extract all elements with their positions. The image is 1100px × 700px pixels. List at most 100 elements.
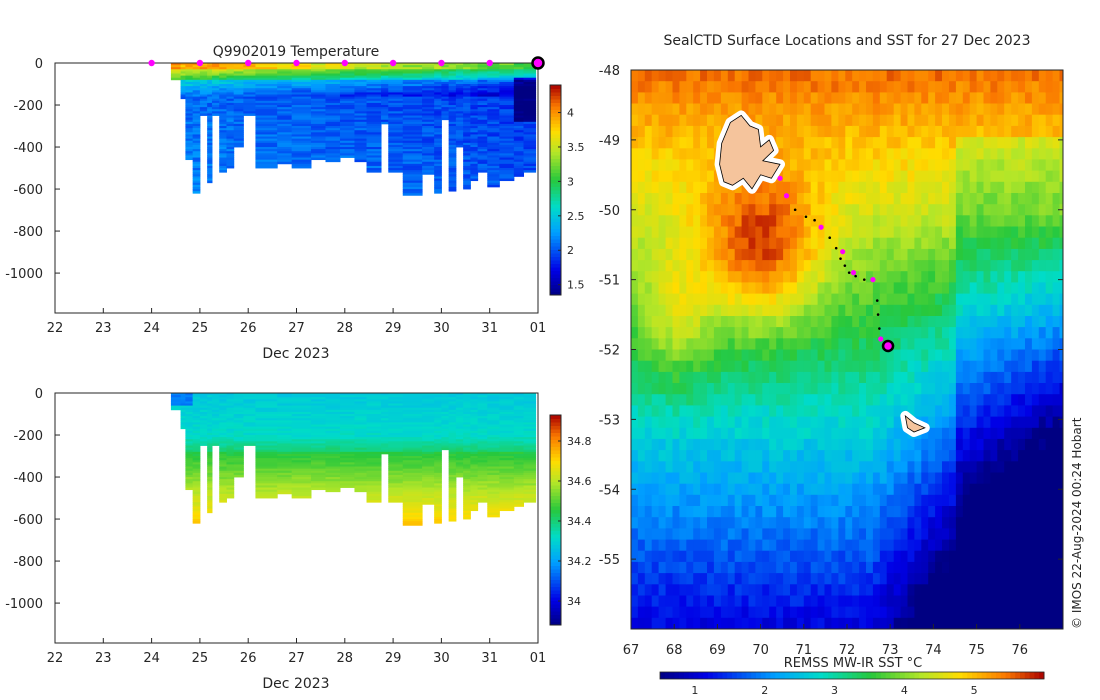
profile-cell: [185, 407, 194, 411]
profile-cell: [470, 130, 479, 133]
profile-cell: [192, 393, 201, 396]
profile-cell: [402, 67, 423, 70]
profile-cell: [402, 84, 423, 87]
profile-cell: [455, 128, 464, 131]
sst-cell: [700, 103, 708, 116]
sst-cell: [734, 215, 743, 228]
profile-cell: [199, 67, 208, 70]
sst-cell: [810, 282, 819, 295]
profile-cell: [255, 117, 278, 121]
profile-cell: [499, 445, 515, 449]
sst-cell: [727, 193, 736, 205]
x-tick-label: 28: [337, 651, 354, 666]
profile-cell: [422, 109, 435, 112]
sst-cell: [803, 248, 812, 261]
profile-cell: [255, 98, 278, 102]
profile-cell: [180, 90, 186, 93]
sst-cell: [637, 304, 646, 317]
profile-cell: [354, 121, 368, 125]
profile-cell: [463, 393, 471, 396]
sst-cell: [631, 584, 639, 597]
profile-cell: [448, 416, 457, 419]
sst-cell: [700, 438, 708, 451]
profile-cell: [366, 161, 382, 165]
colorbar-cell: [550, 284, 561, 289]
profile-cell: [339, 397, 355, 400]
profile-cell: [226, 111, 235, 114]
profile-cell: [339, 100, 355, 104]
profile-cell: [339, 149, 355, 152]
profile-cell: [243, 407, 256, 411]
colorbar-cell: [550, 137, 561, 142]
profile-cell: [470, 123, 479, 127]
sst-cell: [818, 629, 826, 641]
profile-cell: [185, 437, 194, 440]
profile-cell: [487, 472, 500, 476]
profile-cell: [192, 138, 201, 142]
profile-cell: [477, 100, 488, 104]
profile-cell: [255, 439, 278, 442]
profile-cell: [366, 462, 382, 465]
profile-cell: [277, 92, 293, 95]
sst-cell: [707, 125, 715, 138]
sst-cell: [665, 137, 674, 149]
sst-cell: [644, 338, 653, 351]
profile-cell: [277, 67, 293, 70]
sst-cell: [672, 137, 680, 149]
profile-cell: [185, 102, 194, 106]
profile-cell: [366, 397, 382, 400]
profile-cell: [255, 437, 278, 440]
profile-cell: [192, 149, 201, 152]
profile-cell: [434, 418, 442, 421]
profile-cell: [463, 449, 471, 453]
profile-cell: [422, 449, 435, 453]
profile-cell: [185, 113, 194, 116]
profile-cell: [487, 481, 500, 484]
sst-cell: [665, 450, 674, 462]
colorbar-cell: [550, 249, 561, 254]
sst-cell: [748, 237, 756, 250]
profile-cell: [207, 121, 213, 125]
profile-cell: [402, 470, 423, 474]
profile-cell: [523, 483, 537, 486]
profile-cell: [192, 456, 201, 459]
profile-cell: [291, 77, 312, 81]
profile-cell: [185, 420, 194, 423]
profile-cell: [487, 401, 500, 404]
profile-cell: [207, 395, 213, 398]
sst-cell: [686, 506, 694, 518]
sst-cell: [658, 237, 667, 250]
colorbar-cell: [550, 541, 561, 545]
profile-cell: [402, 142, 423, 146]
profile-cell: [243, 77, 256, 81]
profile-cell: [499, 397, 515, 400]
profile-cell: [291, 81, 312, 85]
x-tick-label: 29: [385, 321, 402, 336]
sst-cell: [727, 293, 736, 306]
profile-cell: [325, 130, 341, 133]
profile-cell: [291, 67, 312, 70]
profile-cell: [233, 96, 244, 100]
sst-cell: [790, 304, 798, 317]
profile-cell: [219, 460, 227, 463]
sst-cell: [810, 237, 819, 250]
sst-cell: [665, 494, 674, 507]
sst-cell: [769, 360, 777, 373]
profile-cell: [388, 113, 404, 116]
profile-cell: [339, 395, 355, 398]
profile-cell: [523, 437, 537, 440]
profile-cell: [255, 115, 278, 119]
profile-cell: [207, 399, 213, 402]
sst-cell: [666, 629, 674, 641]
sst-cell: [748, 327, 756, 339]
colorbar-cell: [550, 506, 561, 510]
sst-cell: [665, 383, 674, 395]
profile-cell: [366, 92, 382, 95]
sst-cell: [803, 81, 812, 93]
sst-cell: [776, 103, 784, 116]
sst-cell: [700, 539, 708, 552]
sst-cell: [845, 237, 853, 250]
profile-cell: [487, 132, 500, 135]
sst-cell: [713, 181, 722, 194]
profile-cell: [523, 67, 537, 70]
